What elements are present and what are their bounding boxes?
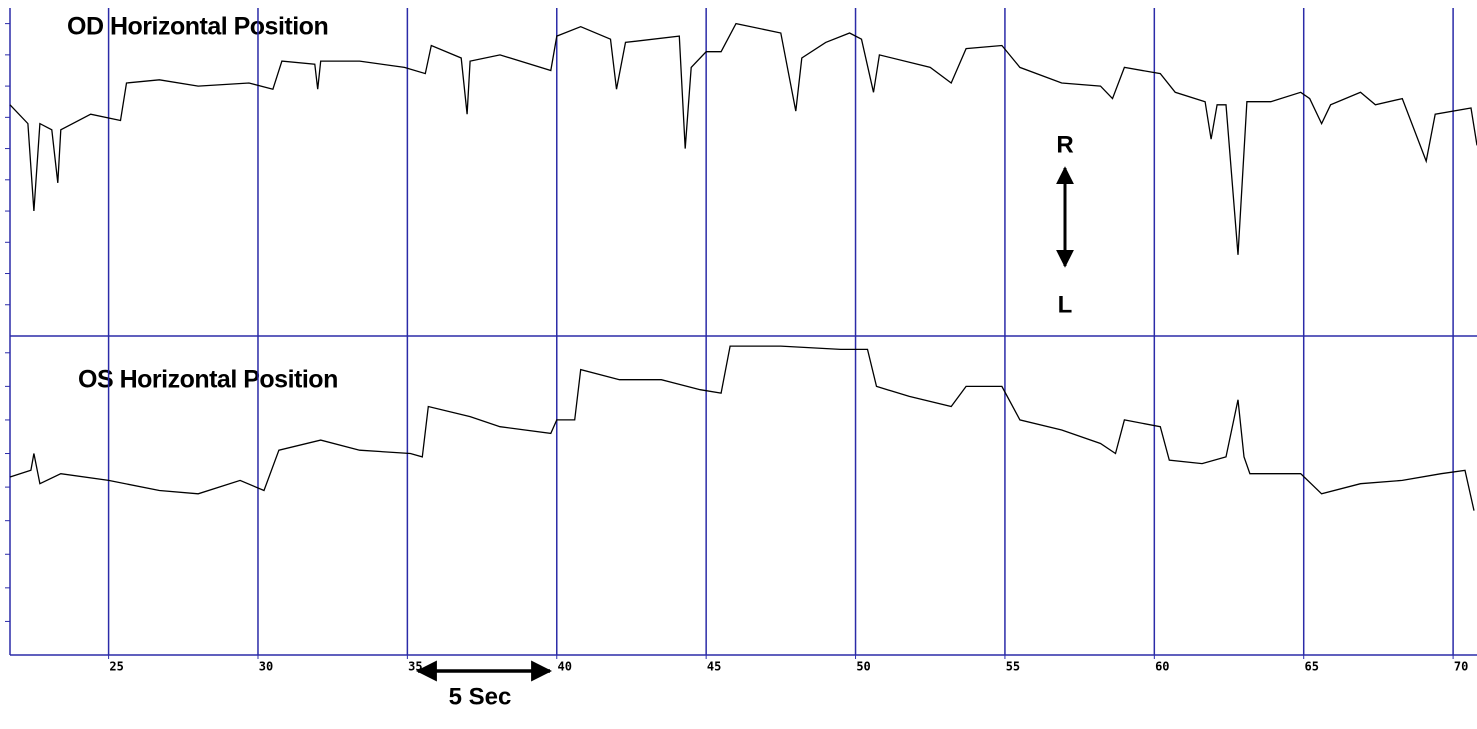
trace	[9, 22, 1477, 255]
trace	[9, 345, 1475, 511]
x-tick-label: 55	[1006, 660, 1020, 674]
x-tick-label: 40	[558, 660, 572, 674]
chart-title: OD Horizontal Position	[67, 13, 328, 41]
annotation: 5 Sec	[449, 683, 512, 710]
x-tick-label: 30	[259, 660, 273, 674]
x-tick-label: 35	[408, 660, 422, 674]
x-tick-label: 50	[856, 660, 870, 674]
annotation: L	[1058, 291, 1073, 318]
x-tick-label: 60	[1155, 660, 1169, 674]
x-tick-label: 65	[1304, 660, 1318, 674]
x-tick-label: 70	[1454, 660, 1468, 674]
x-tick-label: 25	[109, 660, 123, 674]
frame	[9, 8, 1477, 656]
x-tick-label: 45	[707, 660, 721, 674]
chart-title: OS Horizontal Position	[78, 366, 338, 394]
annotation: R	[1056, 131, 1073, 158]
